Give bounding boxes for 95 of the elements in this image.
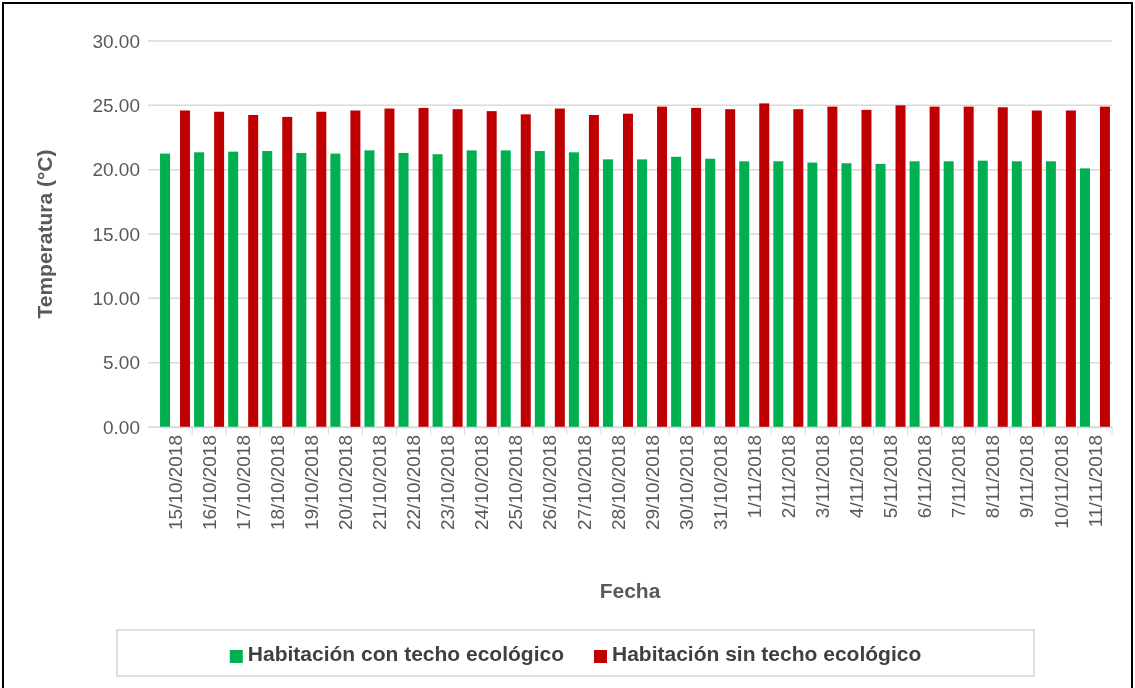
bar (943, 161, 954, 427)
bar (534, 151, 545, 427)
bar (691, 107, 702, 427)
x-tick-label: 26/10/2018 (539, 435, 561, 531)
bar (909, 161, 920, 427)
bar (194, 152, 205, 427)
bar (861, 109, 872, 427)
bar (602, 159, 613, 427)
bar (316, 111, 327, 427)
x-tick-label: 10/11/2018 (1050, 435, 1072, 529)
bar (554, 108, 565, 427)
bar (330, 153, 341, 427)
bar (248, 114, 259, 427)
bar (568, 152, 579, 427)
x-axis-title: Fecha (599, 579, 661, 602)
bar (228, 151, 239, 427)
bar (588, 114, 599, 427)
x-tick-label: 28/10/2018 (607, 435, 629, 531)
y-axis-title: Temperatura (°C) (33, 149, 56, 319)
x-tick-label: 17/10/2018 (232, 435, 254, 531)
y-tick-label: 25.00 (92, 94, 140, 116)
bar (282, 116, 293, 427)
bar (418, 107, 429, 427)
bar (1011, 161, 1022, 427)
bar (895, 105, 906, 427)
bar (520, 114, 531, 427)
bar (929, 106, 940, 427)
bar (1031, 110, 1042, 427)
bar (773, 161, 784, 427)
x-tick-label: 18/10/2018 (266, 435, 288, 531)
x-tick-label: 11/11/2018 (1084, 435, 1106, 528)
legend-label: Habitación con techo ecológico (247, 642, 564, 665)
x-tick-label: 21/10/2018 (369, 435, 391, 531)
bar (1065, 110, 1076, 427)
bar (350, 110, 361, 427)
bar (739, 161, 750, 427)
bar (671, 156, 682, 427)
bar (622, 113, 633, 427)
bar (466, 150, 477, 427)
bar (793, 109, 804, 427)
bar (725, 109, 736, 427)
x-tick-label: 24/10/2018 (471, 435, 493, 531)
x-tick-label: 1/11/2018 (743, 435, 765, 519)
bar (963, 106, 974, 427)
bar (486, 111, 497, 427)
bar (977, 160, 988, 427)
x-tick-label: 8/11/2018 (982, 435, 1004, 519)
x-tick-label: 25/10/2018 (505, 435, 527, 531)
bar (262, 151, 273, 427)
bar (807, 162, 818, 427)
bar (637, 159, 648, 427)
x-tick-label: 23/10/2018 (437, 435, 459, 531)
x-tick-label: 6/11/2018 (914, 435, 936, 519)
bar (364, 150, 375, 427)
x-tick-label: 27/10/2018 (573, 435, 595, 531)
x-tick-label: 29/10/2018 (641, 435, 663, 531)
bar (705, 158, 716, 427)
bar (1099, 106, 1110, 427)
x-tick-label: 3/11/2018 (812, 435, 834, 519)
y-tick-label: 5.00 (103, 352, 140, 374)
y-tick-label: 30.00 (92, 30, 140, 52)
bar (398, 152, 409, 427)
bar (827, 106, 838, 427)
x-tick-label: 16/10/2018 (198, 435, 220, 531)
x-tick-label: 2/11/2018 (777, 435, 799, 519)
bar (500, 150, 511, 427)
bar (214, 111, 225, 427)
x-tick-label: 31/10/2018 (709, 435, 731, 531)
y-tick-label: 0.00 (103, 416, 140, 438)
y-tick-label: 20.00 (92, 159, 140, 181)
bar (841, 163, 852, 427)
bar (452, 109, 463, 427)
bar (1079, 168, 1090, 427)
bar (997, 107, 1008, 427)
y-tick-label: 15.00 (92, 223, 140, 245)
bar (180, 110, 191, 427)
x-tick-label: 22/10/2018 (403, 435, 425, 531)
x-tick-label: 7/11/2018 (948, 435, 970, 519)
x-tick-label: 20/10/2018 (335, 435, 357, 531)
legend-label: Habitación sin techo ecológico (612, 642, 922, 665)
bar (384, 108, 395, 427)
bar (657, 106, 668, 427)
x-tick-label: 30/10/2018 (675, 435, 697, 531)
x-tick-label: 5/11/2018 (880, 435, 902, 519)
x-tick-label: 4/11/2018 (846, 435, 868, 519)
bar (759, 103, 770, 427)
x-tick-label: 15/10/2018 (164, 435, 186, 531)
bar (160, 153, 171, 427)
bar (432, 154, 443, 427)
bar (875, 163, 886, 427)
bar (1045, 161, 1056, 427)
x-tick-label: 9/11/2018 (1016, 435, 1038, 519)
bar (296, 152, 307, 427)
y-tick-label: 10.00 (92, 287, 140, 309)
x-tick-label: 19/10/2018 (300, 435, 322, 531)
